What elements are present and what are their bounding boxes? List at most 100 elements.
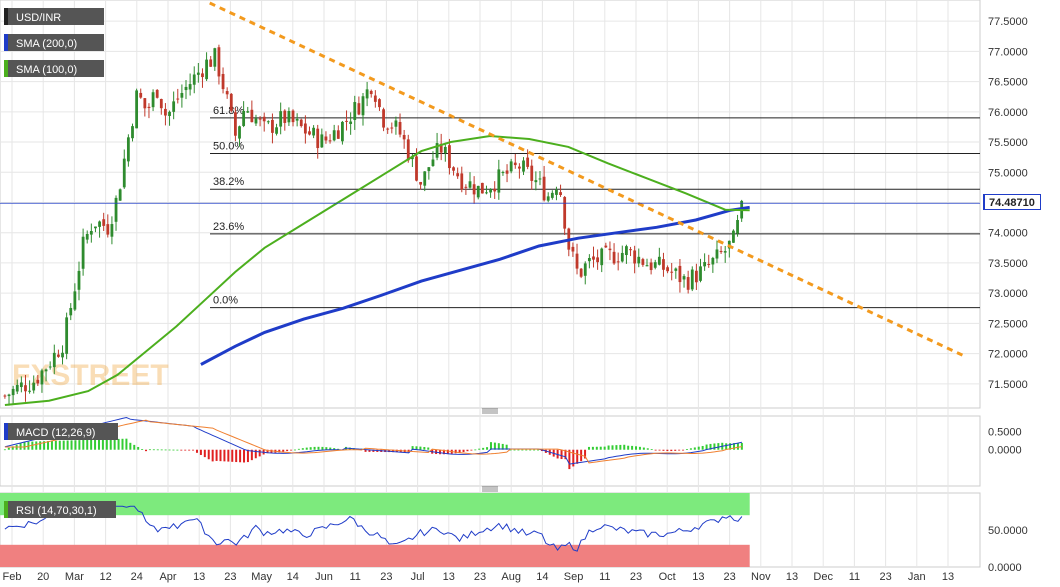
- candle-body: [3, 395, 7, 397]
- macd-hist-bar: [227, 449, 230, 462]
- legend-rsi[interactable]: RSI (14,70,30,1): [4, 501, 116, 518]
- candle-body: [11, 388, 15, 396]
- macd-hist-bar: [501, 443, 504, 450]
- candle-body: [386, 128, 390, 130]
- macd-hist-bar: [697, 446, 700, 450]
- rsi-tick-label: 0.0000: [988, 562, 1022, 574]
- macd-hist-bar: [603, 446, 606, 450]
- macd-hist-bar: [94, 439, 97, 450]
- macd-tick-label: 0.0000: [988, 445, 1022, 457]
- sma200-line: [200, 205, 750, 366]
- x-tick-label: 20: [37, 571, 49, 583]
- candle-body: [690, 269, 694, 290]
- fib-label: 23.6%: [213, 221, 244, 233]
- candle-body: [637, 256, 641, 264]
- candle-body: [682, 276, 686, 280]
- candle-body: [48, 366, 52, 368]
- candle-body: [476, 185, 480, 198]
- candle-body: [196, 72, 200, 75]
- x-tick-label: Oct: [659, 571, 676, 583]
- x-tick-label: Dec: [813, 571, 833, 583]
- macd-hist-bar: [713, 443, 716, 450]
- macd-hist-bar: [658, 449, 661, 451]
- candle-body: [299, 119, 303, 127]
- x-tick-label: 14: [536, 571, 548, 583]
- rsi-axis: 50.0000 0.0000: [988, 525, 1028, 574]
- candle-body: [324, 136, 328, 141]
- macd-hist-bar: [62, 440, 65, 450]
- candle-body: [629, 249, 632, 251]
- candle-body: [98, 221, 101, 227]
- macd-hist-bar: [215, 449, 218, 461]
- panel-splitter-1[interactable]: [482, 408, 498, 414]
- macd-hist-bar: [258, 449, 261, 457]
- price-tick-label: 74.0000: [988, 228, 1028, 240]
- candle-body: [662, 259, 665, 270]
- x-tick-label: 23: [879, 571, 891, 583]
- legend-usdinr[interactable]: USD/INR: [4, 8, 104, 25]
- candle-body: [176, 98, 180, 100]
- candle-body: [620, 252, 624, 262]
- macd-hist-bar: [568, 449, 571, 470]
- x-tick-label: 13: [692, 571, 704, 583]
- x-tick-label: 11: [349, 571, 360, 583]
- macd-hist-bar: [493, 442, 496, 450]
- macd-hist-bar: [466, 449, 469, 452]
- x-tick-label: Nov: [751, 571, 771, 583]
- candle-body: [308, 131, 311, 135]
- x-tick-label: 23: [630, 571, 642, 583]
- macd-hist-bar: [740, 442, 743, 450]
- candle-body: [596, 257, 600, 263]
- x-tick-label: 23: [474, 571, 486, 583]
- candle-body: [122, 158, 126, 188]
- macd-hist-bar: [243, 449, 246, 463]
- candle-body: [518, 166, 521, 169]
- x-tick-label: 23: [380, 571, 392, 583]
- candle-body: [303, 123, 307, 134]
- candle-body: [534, 180, 538, 183]
- macd-hist-bar: [11, 446, 14, 450]
- candle-body: [7, 394, 11, 397]
- macd-hist-bar: [3, 449, 6, 451]
- legend-sma100[interactable]: SMA (100,0): [4, 60, 104, 77]
- candle-body: [332, 130, 336, 141]
- macd-hist-bar: [607, 445, 610, 450]
- candle-body: [57, 354, 60, 357]
- macd-hist-bar: [137, 446, 140, 450]
- macd-hist-bar: [293, 449, 296, 451]
- macd-hist-bar: [231, 449, 234, 462]
- candle-body: [24, 385, 27, 392]
- macd-hist-bar: [650, 449, 653, 450]
- macd-hist-bar: [333, 448, 336, 450]
- macd-hist-bar: [391, 449, 394, 453]
- macd-hist-bar: [537, 449, 540, 451]
- price-tick-label: 72.5000: [988, 318, 1028, 330]
- candle-body: [674, 268, 678, 271]
- trendline: [209, 1, 965, 358]
- macd-hist-bar: [446, 449, 449, 455]
- candle-body: [283, 110, 287, 123]
- candle-body: [505, 170, 509, 174]
- macd-hist-bar: [211, 449, 214, 462]
- candle-body: [452, 167, 455, 171]
- macd-hist-bar: [152, 449, 155, 451]
- panel-splitter-2[interactable]: [482, 486, 498, 492]
- macd-hist-bar: [254, 449, 257, 459]
- candle-body: [28, 390, 31, 392]
- legend-sma200[interactable]: SMA (200,0): [4, 34, 104, 51]
- price-tick-label: 75.0000: [988, 167, 1028, 179]
- candle-body: [258, 118, 262, 120]
- candle-body: [238, 126, 241, 139]
- candle-body: [563, 197, 567, 229]
- candle-body: [61, 352, 64, 358]
- macd-hist-bar: [321, 446, 324, 450]
- candle-body: [89, 231, 93, 235]
- candle-body: [126, 137, 130, 162]
- candle-body: [336, 130, 340, 139]
- candle-body: [707, 263, 711, 265]
- macd-hist-bar: [717, 443, 720, 450]
- candle-body: [147, 106, 151, 109]
- candle-body: [73, 291, 77, 310]
- legend-macd[interactable]: MACD (12,26,9): [4, 423, 118, 440]
